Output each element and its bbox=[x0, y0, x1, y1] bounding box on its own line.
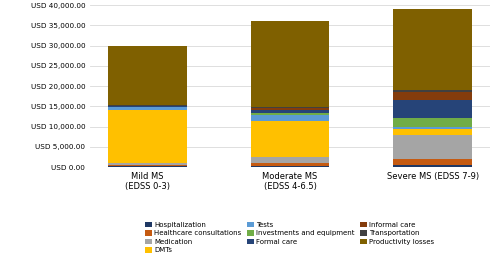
Bar bbox=[394, 100, 472, 118]
Bar bbox=[108, 106, 186, 107]
Bar bbox=[251, 21, 329, 107]
Bar bbox=[251, 121, 329, 157]
Bar bbox=[108, 165, 186, 166]
Bar bbox=[394, 118, 472, 127]
Bar bbox=[394, 92, 472, 100]
Bar bbox=[108, 163, 186, 165]
Bar bbox=[251, 108, 329, 111]
Bar bbox=[108, 166, 186, 167]
Bar bbox=[394, 90, 472, 92]
Bar bbox=[108, 107, 186, 110]
Bar bbox=[251, 166, 329, 167]
Bar bbox=[394, 159, 472, 165]
Legend: Hospitalization, Healthcare consultations, Medication, DMTs, Tests, Investments : Hospitalization, Healthcare consultation… bbox=[142, 219, 438, 256]
Bar bbox=[108, 105, 186, 106]
Bar bbox=[251, 113, 329, 115]
Bar bbox=[394, 165, 472, 167]
Bar bbox=[394, 127, 472, 128]
Bar bbox=[394, 9, 472, 90]
Bar bbox=[251, 157, 329, 163]
Bar bbox=[394, 128, 472, 135]
Bar bbox=[251, 107, 329, 108]
Bar bbox=[108, 46, 186, 105]
Bar bbox=[394, 135, 472, 159]
Bar bbox=[251, 111, 329, 113]
Bar bbox=[251, 115, 329, 121]
Bar bbox=[108, 110, 186, 163]
Bar bbox=[251, 163, 329, 166]
